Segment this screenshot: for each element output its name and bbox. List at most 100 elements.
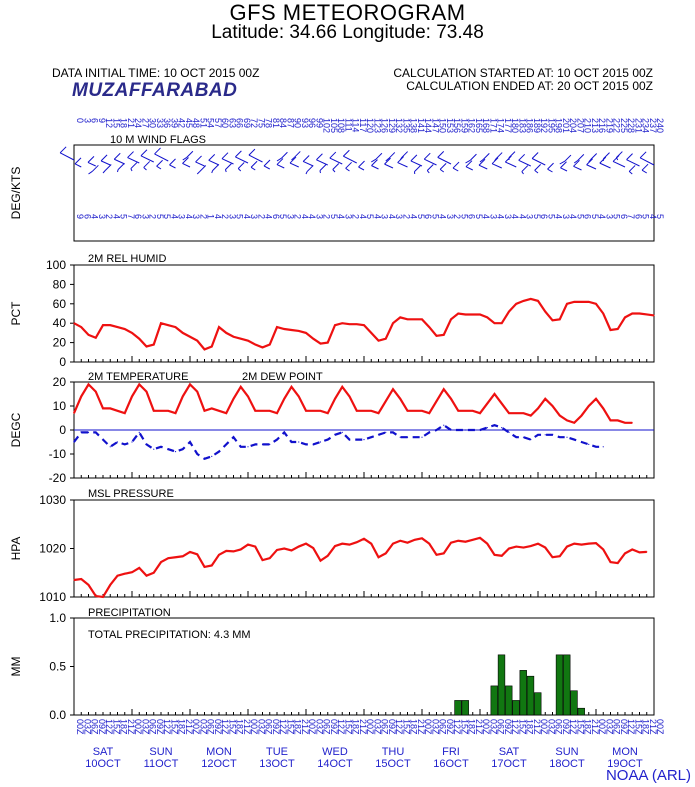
hour-label: 06Z (148, 719, 158, 735)
pressure-line-point (80, 578, 82, 580)
wind-direction-label: 126 (380, 118, 390, 133)
dew-line-point (472, 429, 474, 431)
hour-label: 06Z (438, 719, 448, 735)
pressure-line-point (290, 549, 293, 552)
rh-line-point (261, 346, 264, 349)
dew-line-point (559, 436, 561, 438)
wind-speed-label: 4 (264, 214, 274, 219)
dew-legend-label: 2M DEW POINT (242, 371, 323, 383)
wind-barb (586, 164, 597, 170)
pressure-line-point (573, 543, 575, 545)
hour-label: 15Z (401, 719, 411, 735)
hour-label: 03Z (604, 719, 614, 735)
wind-barb (521, 171, 524, 175)
wind-direction-label: 21 (126, 118, 136, 128)
wind-barb-flag (276, 158, 284, 165)
wind-barb-flag (113, 152, 121, 160)
temp-line-point (624, 422, 626, 424)
wind-speed-label: 4 (387, 214, 397, 219)
wind-speed-label: 3 (525, 214, 535, 219)
wind-barb-flag (531, 152, 539, 159)
pressure-line-point (377, 556, 380, 558)
pressure-line-point (646, 551, 648, 553)
wind-speed-label: 4 (372, 214, 382, 219)
wind-barb-flag (414, 165, 421, 172)
dew-line-point (515, 436, 517, 438)
wind-direction-label: 96 (307, 118, 317, 128)
dew-line-point (319, 441, 322, 443)
wind-barb-flag (452, 161, 460, 169)
dew-line-point (80, 431, 82, 433)
wind-barb-flag (371, 159, 378, 166)
pressure-line-point (559, 555, 561, 557)
wind-direction-label: 183 (517, 118, 527, 133)
wind-direction-label: 186 (525, 118, 535, 133)
rh-line-point (218, 326, 220, 328)
pressure-line-point (406, 542, 409, 544)
wind-direction-label: 138 (409, 118, 419, 133)
chart-title: GFS METEOROGRAM (229, 0, 466, 25)
hour-label: 12Z (452, 719, 462, 735)
wind-direction-label: 174 (496, 118, 506, 133)
wind-barb (345, 167, 350, 172)
pressure-line-point (327, 555, 329, 557)
wind-speed-label: 7 (126, 214, 136, 219)
pressure-panel-ylabel: HPA (9, 537, 23, 561)
wind-speed-label: 3 (249, 214, 259, 219)
hour-label: 12Z (278, 719, 288, 735)
rh-line-point (319, 342, 322, 345)
wind-barb-flag (491, 157, 499, 165)
wind-barb-flag (208, 154, 216, 161)
day-of-week-label: SUN (555, 746, 578, 758)
wind-direction-label: 108 (336, 118, 346, 133)
hour-label: 00Z (307, 719, 317, 735)
pressure-line-point (196, 553, 198, 555)
rh-line-point (203, 348, 206, 350)
pressure-line-point (508, 547, 510, 550)
rh-panel-ytick-label: 20 (53, 336, 67, 350)
rh-line (73, 297, 655, 351)
wind-speed-label: 4 (510, 214, 520, 219)
dew-line-point (312, 443, 314, 445)
wind-speed-label: 4 (438, 214, 448, 219)
rh-line-point (377, 340, 380, 342)
date-label: 16OCT (433, 758, 469, 770)
wind-barb-flag (590, 153, 598, 160)
wind-direction-label: 213 (590, 118, 600, 133)
hour-label: 12Z (104, 719, 114, 735)
wind-barb (117, 169, 119, 173)
wind-direction-label: 159 (459, 118, 469, 133)
wind-direction-label: 63 (227, 118, 237, 128)
wind-barb (612, 160, 626, 168)
wind-speed-label: 5 (329, 214, 339, 219)
temp-line-point (196, 391, 198, 393)
precip-bar (570, 690, 578, 716)
dew-line-point (247, 446, 249, 448)
rh-line-point (290, 329, 293, 331)
temp-line-point (131, 395, 133, 397)
wind-barb-flag (508, 151, 516, 158)
wind-barb-flag (397, 156, 405, 163)
wind-speed-label: 3 (503, 214, 513, 219)
rh-line-point (406, 318, 409, 320)
dew-line-point (530, 439, 532, 441)
pressure-line-point (189, 551, 191, 553)
wind-barb (343, 155, 357, 164)
pressure-line-point (240, 548, 242, 551)
wind-speed-label: 5 (655, 214, 665, 219)
wind-speed-label: 5 (365, 214, 375, 219)
temp-line-point (580, 415, 583, 417)
rh-line-point (276, 326, 278, 328)
rh-line-point (254, 343, 256, 346)
dew-line-point (232, 436, 235, 438)
pressure-line-point (95, 595, 97, 597)
precip-panel-ylabel: MM (9, 657, 23, 677)
dew-line-point (573, 439, 575, 441)
temp-line-point (261, 410, 264, 412)
rh-line-point (399, 316, 401, 318)
rh-line-point (145, 345, 148, 348)
wind-speed-label: 5 (459, 214, 469, 219)
rh-line-point (551, 319, 554, 321)
wind-barb (140, 155, 154, 163)
wind-barb-flag (626, 153, 633, 160)
